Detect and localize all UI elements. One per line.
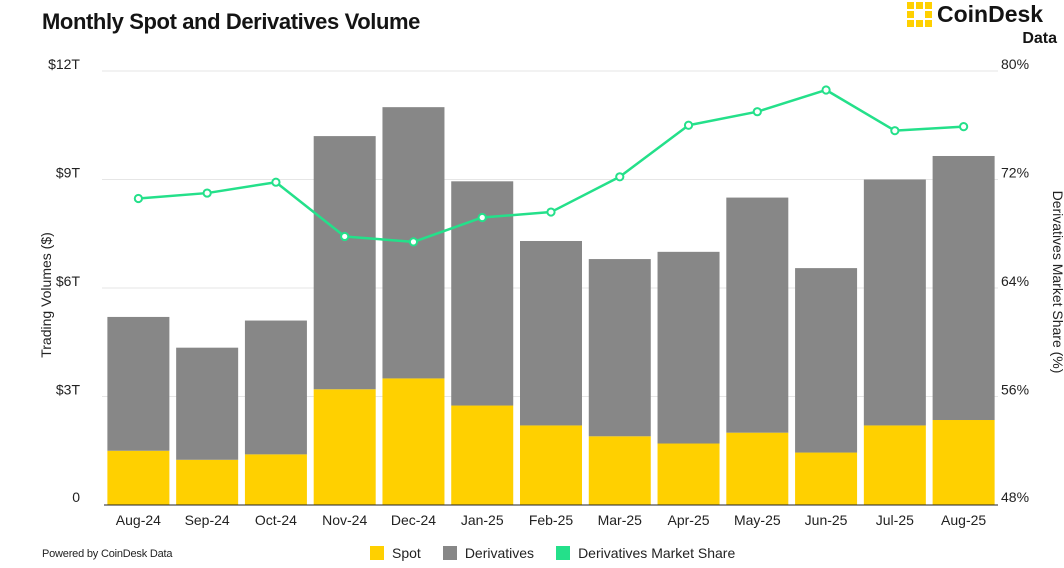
share-point xyxy=(615,172,625,182)
bar-spot xyxy=(382,378,445,505)
axes: 0 48% $3T 56% $6T 64% $9T 72% $12T 80% Aug-24 Sep-2… xyxy=(48,56,1029,528)
bar-derivatives xyxy=(932,155,995,421)
share-point xyxy=(959,122,969,132)
x-tick-label: Jan-25 xyxy=(461,512,504,528)
bar-spot xyxy=(313,389,376,505)
share-point xyxy=(821,85,831,95)
x-tick-label: Mar-25 xyxy=(598,512,643,528)
y2-tick-label: 72% xyxy=(1001,165,1029,181)
share-point xyxy=(890,126,900,136)
share-point xyxy=(340,231,350,242)
y2-axis-label: Derivatives Market Share (%) xyxy=(1050,191,1064,374)
brand-name: CoinDesk xyxy=(937,1,1043,27)
bar-spot xyxy=(863,425,926,505)
y2-tick-label: 64% xyxy=(1001,273,1029,289)
share-point xyxy=(271,177,281,187)
share-point xyxy=(202,188,212,198)
bar-spot xyxy=(451,405,514,505)
chart: 0 48% $3T 56% $6T 64% $9T 72% $12T 80% Aug-24 Sep-2… xyxy=(38,56,1064,528)
y2-tick-label: 48% xyxy=(1001,489,1029,505)
y2-tick-label: 80% xyxy=(1001,56,1029,72)
y-tick-label: $3T xyxy=(56,382,81,398)
x-tick-label: Nov-24 xyxy=(322,512,367,528)
x-tick-label: Jul-25 xyxy=(876,512,914,528)
bar-spot xyxy=(588,436,651,505)
y-tick-label: $12T xyxy=(48,56,80,72)
bar-spot xyxy=(726,432,789,505)
bar-derivatives xyxy=(107,316,170,451)
bars xyxy=(107,107,995,505)
legend: Spot Derivatives Derivatives Market Shar… xyxy=(370,545,757,561)
bar-spot xyxy=(657,443,720,505)
share-point xyxy=(133,193,143,204)
bar-spot xyxy=(520,425,582,505)
bar-spot xyxy=(107,450,170,505)
bar-spot xyxy=(795,452,858,505)
legend-swatch-share xyxy=(556,546,571,560)
legend-label-share: Derivatives Market Share xyxy=(578,545,736,561)
chart-title: Monthly Spot and Derivatives Volume xyxy=(42,9,420,34)
share-line xyxy=(133,85,969,247)
x-tick-label: Aug-24 xyxy=(116,512,161,528)
footer-credit: Powered by CoinDesk Data xyxy=(42,548,173,560)
legend-label-derivatives: Derivatives xyxy=(464,545,535,561)
share-point xyxy=(477,212,487,223)
share-point xyxy=(408,237,419,247)
x-tick-label: Jun-25 xyxy=(805,512,848,528)
x-tick-label: Feb-25 xyxy=(529,512,574,528)
bar-derivatives xyxy=(244,320,307,455)
share-point xyxy=(546,207,556,217)
bar-derivatives xyxy=(726,197,789,433)
bar-derivatives xyxy=(520,240,582,426)
bar-derivatives xyxy=(657,251,720,444)
bar-derivatives xyxy=(313,136,376,390)
y-tick-label: $9T xyxy=(56,165,81,181)
legend-item-spot: Spot xyxy=(370,545,421,561)
legend-item-share: Derivatives Market Share xyxy=(556,545,735,561)
share-point xyxy=(683,120,694,130)
legend-item-derivatives: Derivatives xyxy=(442,545,535,561)
legend-swatch-spot xyxy=(370,546,384,560)
x-tick-label: May-25 xyxy=(734,512,781,528)
x-tick-label: Dec-24 xyxy=(391,512,436,528)
bar-derivatives xyxy=(176,347,239,460)
bar-derivatives xyxy=(795,268,858,453)
legend-swatch-derivatives xyxy=(442,546,457,560)
x-tick-label: Aug-25 xyxy=(941,512,986,528)
x-tick-label: Apr-25 xyxy=(668,512,710,528)
bar-spot xyxy=(244,454,307,505)
bar-spot xyxy=(176,459,239,505)
legend-label-spot: Spot xyxy=(392,545,421,561)
share-line-path xyxy=(138,88,964,244)
y-tick-label: 0 xyxy=(72,489,80,505)
bar-spot xyxy=(932,420,995,505)
bar-derivatives xyxy=(863,179,926,426)
x-tick-label: Sep-24 xyxy=(185,512,230,528)
coindesk-logo: CoinDesk Data xyxy=(907,1,1057,46)
bar-derivatives xyxy=(588,259,651,437)
x-tick-label: Oct-24 xyxy=(255,512,297,528)
coindesk-logo-mark xyxy=(907,2,932,27)
y-axis-label: Trading Volumes ($) xyxy=(38,232,54,358)
y2-tick-label: 56% xyxy=(1001,382,1029,398)
share-point xyxy=(752,107,762,117)
brand-sub: Data xyxy=(1022,30,1057,46)
y-tick-label: $6T xyxy=(56,273,81,289)
